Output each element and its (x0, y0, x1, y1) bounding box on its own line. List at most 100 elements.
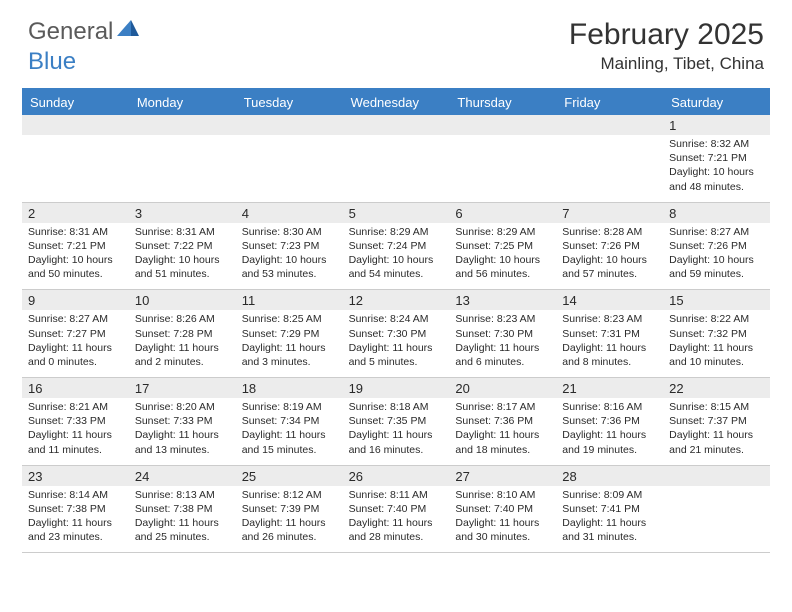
day-number: 27 (449, 466, 556, 486)
week-body-row: Sunrise: 8:14 AMSunset: 7:38 PMDaylight:… (22, 486, 770, 554)
dayname-saturday: Saturday (663, 90, 770, 115)
dayname-thursday: Thursday (449, 90, 556, 115)
day-number: 24 (129, 466, 236, 486)
day-info: Sunrise: 8:11 AMSunset: 7:40 PMDaylight:… (349, 488, 444, 545)
day-number: 17 (129, 378, 236, 398)
day-info: Sunrise: 8:18 AMSunset: 7:35 PMDaylight:… (349, 400, 444, 457)
day-info: Sunrise: 8:15 AMSunset: 7:37 PMDaylight:… (669, 400, 764, 457)
day-info: Sunrise: 8:22 AMSunset: 7:32 PMDaylight:… (669, 312, 764, 369)
day-info: Sunrise: 8:32 AMSunset: 7:21 PMDaylight:… (669, 137, 764, 194)
day-cell: Sunrise: 8:28 AMSunset: 7:26 PMDaylight:… (556, 223, 663, 290)
day-number (556, 115, 663, 135)
day-info: Sunrise: 8:21 AMSunset: 7:33 PMDaylight:… (28, 400, 123, 457)
week-daynum-row: 9101112131415 (22, 290, 770, 310)
day-info: Sunrise: 8:23 AMSunset: 7:30 PMDaylight:… (455, 312, 550, 369)
day-number (449, 115, 556, 135)
day-info: Sunrise: 8:20 AMSunset: 7:33 PMDaylight:… (135, 400, 230, 457)
week-daynum-row: 232425262728 (22, 466, 770, 486)
week-body-row: Sunrise: 8:31 AMSunset: 7:21 PMDaylight:… (22, 223, 770, 291)
day-number: 13 (449, 290, 556, 310)
day-number (343, 115, 450, 135)
day-info: Sunrise: 8:14 AMSunset: 7:38 PMDaylight:… (28, 488, 123, 545)
day-info: Sunrise: 8:24 AMSunset: 7:30 PMDaylight:… (349, 312, 444, 369)
day-cell (556, 135, 663, 202)
week-daynum-row: 1 (22, 115, 770, 135)
day-number: 28 (556, 466, 663, 486)
day-cell: Sunrise: 8:09 AMSunset: 7:41 PMDaylight:… (556, 486, 663, 553)
day-cell: Sunrise: 8:29 AMSunset: 7:24 PMDaylight:… (343, 223, 450, 290)
week-body-row: Sunrise: 8:21 AMSunset: 7:33 PMDaylight:… (22, 398, 770, 466)
day-info: Sunrise: 8:25 AMSunset: 7:29 PMDaylight:… (242, 312, 337, 369)
day-number (129, 115, 236, 135)
day-cell: Sunrise: 8:26 AMSunset: 7:28 PMDaylight:… (129, 310, 236, 377)
day-number (236, 115, 343, 135)
day-cell: Sunrise: 8:14 AMSunset: 7:38 PMDaylight:… (22, 486, 129, 553)
day-cell: Sunrise: 8:13 AMSunset: 7:38 PMDaylight:… (129, 486, 236, 553)
day-number: 4 (236, 203, 343, 223)
day-cell (343, 135, 450, 202)
day-cell: Sunrise: 8:30 AMSunset: 7:23 PMDaylight:… (236, 223, 343, 290)
day-info: Sunrise: 8:19 AMSunset: 7:34 PMDaylight:… (242, 400, 337, 457)
day-number: 21 (556, 378, 663, 398)
day-cell: Sunrise: 8:29 AMSunset: 7:25 PMDaylight:… (449, 223, 556, 290)
day-number: 9 (22, 290, 129, 310)
dayname-tuesday: Tuesday (236, 90, 343, 115)
day-cell (129, 135, 236, 202)
week-body-row: Sunrise: 8:32 AMSunset: 7:21 PMDaylight:… (22, 135, 770, 203)
day-number (663, 466, 770, 486)
day-cell: Sunrise: 8:20 AMSunset: 7:33 PMDaylight:… (129, 398, 236, 465)
day-number: 23 (22, 466, 129, 486)
logo-text-general: General (28, 18, 113, 46)
week-body-row: Sunrise: 8:27 AMSunset: 7:27 PMDaylight:… (22, 310, 770, 378)
day-info: Sunrise: 8:12 AMSunset: 7:39 PMDaylight:… (242, 488, 337, 545)
day-cell: Sunrise: 8:31 AMSunset: 7:21 PMDaylight:… (22, 223, 129, 290)
day-info: Sunrise: 8:23 AMSunset: 7:31 PMDaylight:… (562, 312, 657, 369)
day-number: 6 (449, 203, 556, 223)
day-cell: Sunrise: 8:24 AMSunset: 7:30 PMDaylight:… (343, 310, 450, 377)
day-info: Sunrise: 8:31 AMSunset: 7:21 PMDaylight:… (28, 225, 123, 282)
day-info: Sunrise: 8:09 AMSunset: 7:41 PMDaylight:… (562, 488, 657, 545)
day-number: 22 (663, 378, 770, 398)
day-info: Sunrise: 8:31 AMSunset: 7:22 PMDaylight:… (135, 225, 230, 282)
day-cell: Sunrise: 8:16 AMSunset: 7:36 PMDaylight:… (556, 398, 663, 465)
day-info: Sunrise: 8:27 AMSunset: 7:26 PMDaylight:… (669, 225, 764, 282)
calendar: SundayMondayTuesdayWednesdayThursdayFrid… (22, 88, 770, 553)
week-daynum-row: 16171819202122 (22, 378, 770, 398)
header: General February 2025 Mainling, Tibet, C… (0, 0, 792, 80)
day-number: 18 (236, 378, 343, 398)
day-cell (449, 135, 556, 202)
day-info: Sunrise: 8:30 AMSunset: 7:23 PMDaylight:… (242, 225, 337, 282)
day-cell (22, 135, 129, 202)
logo-text-blue: Blue (28, 48, 76, 75)
day-cell: Sunrise: 8:12 AMSunset: 7:39 PMDaylight:… (236, 486, 343, 553)
day-cell: Sunrise: 8:23 AMSunset: 7:31 PMDaylight:… (556, 310, 663, 377)
day-info: Sunrise: 8:26 AMSunset: 7:28 PMDaylight:… (135, 312, 230, 369)
day-cell: Sunrise: 8:27 AMSunset: 7:26 PMDaylight:… (663, 223, 770, 290)
logo-triangle-icon (117, 20, 139, 36)
day-number: 26 (343, 466, 450, 486)
day-number: 1 (663, 115, 770, 135)
day-cell: Sunrise: 8:19 AMSunset: 7:34 PMDaylight:… (236, 398, 343, 465)
dayname-wednesday: Wednesday (343, 90, 450, 115)
day-cell: Sunrise: 8:31 AMSunset: 7:22 PMDaylight:… (129, 223, 236, 290)
day-cell: Sunrise: 8:17 AMSunset: 7:36 PMDaylight:… (449, 398, 556, 465)
day-number: 7 (556, 203, 663, 223)
day-cell: Sunrise: 8:21 AMSunset: 7:33 PMDaylight:… (22, 398, 129, 465)
day-cell: Sunrise: 8:15 AMSunset: 7:37 PMDaylight:… (663, 398, 770, 465)
day-cell: Sunrise: 8:32 AMSunset: 7:21 PMDaylight:… (663, 135, 770, 202)
dayname-sunday: Sunday (22, 90, 129, 115)
dayname-row: SundayMondayTuesdayWednesdayThursdayFrid… (22, 90, 770, 115)
day-number: 19 (343, 378, 450, 398)
day-number: 25 (236, 466, 343, 486)
day-info: Sunrise: 8:10 AMSunset: 7:40 PMDaylight:… (455, 488, 550, 545)
day-info: Sunrise: 8:13 AMSunset: 7:38 PMDaylight:… (135, 488, 230, 545)
day-number: 3 (129, 203, 236, 223)
logo-line2: Blue (28, 48, 76, 76)
day-info: Sunrise: 8:29 AMSunset: 7:25 PMDaylight:… (455, 225, 550, 282)
day-number: 10 (129, 290, 236, 310)
day-number: 14 (556, 290, 663, 310)
day-cell (663, 486, 770, 553)
day-number: 12 (343, 290, 450, 310)
day-cell: Sunrise: 8:10 AMSunset: 7:40 PMDaylight:… (449, 486, 556, 553)
day-cell (236, 135, 343, 202)
